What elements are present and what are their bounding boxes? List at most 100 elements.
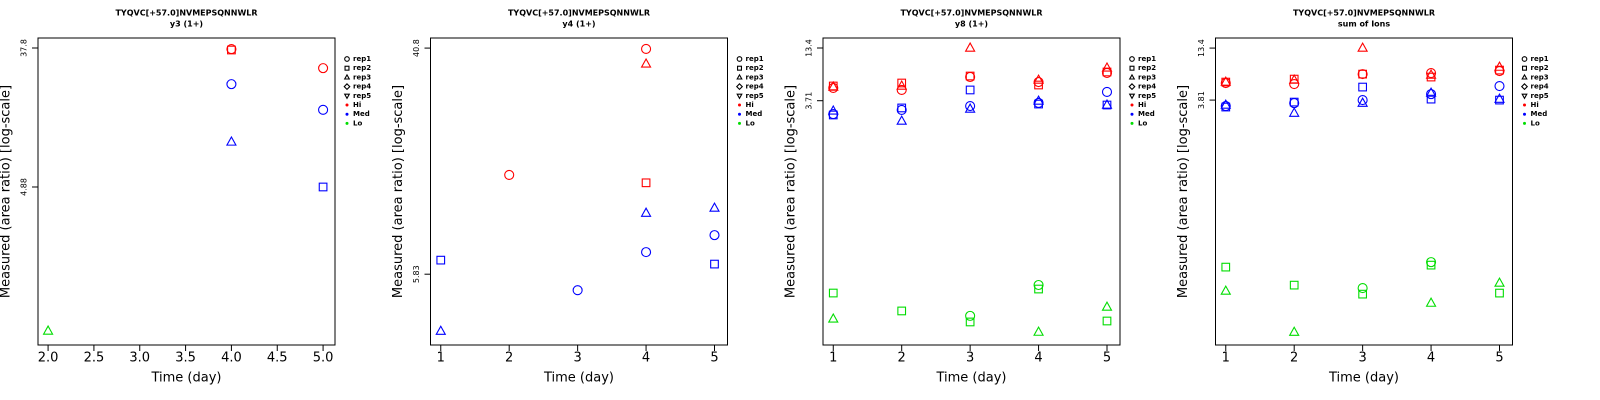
legend-label: rep2 [746,64,764,72]
point [1289,79,1300,90]
legend-symbol [1521,65,1528,71]
chart-subtitle: sum of Ions [1338,20,1391,29]
chart-subtitle: y8 (1+) [955,20,988,29]
point [1425,87,1437,97]
point [504,169,515,180]
y-tick-label: 37.8 [20,39,29,57]
legend-symbol [1129,65,1135,71]
point [640,57,652,68]
legend-label: Lo [353,119,362,127]
legend-dot [1523,112,1526,116]
legend-symbol [343,83,351,91]
point [965,71,975,81]
y-axis-label: Measured (area ratio) [log-scale] [784,85,799,298]
point [828,110,838,120]
legend-label: Lo [1531,119,1540,127]
y-axis-label: Measured (area ratio) [log-scale] [391,85,406,298]
x-tick-label: 2 [505,351,513,366]
x-tick-label: 3.0 [129,351,150,366]
point [709,230,720,241]
point [897,78,907,88]
point [226,79,237,90]
point [1101,300,1113,311]
legend-label: rep4 [746,83,764,91]
legend-label: rep4 [353,83,371,91]
legend-label: Med [746,110,763,118]
legend-symbol [1520,83,1529,91]
point [1425,68,1437,79]
point [710,259,719,269]
point [897,306,907,316]
x-tick-label: 4.0 [221,351,242,366]
x-tick-label: 4 [1034,351,1042,366]
legend-symbol [344,56,350,62]
point [897,103,907,113]
legend-symbol [1521,93,1528,100]
point [896,84,907,96]
legend-dot [345,112,349,116]
x-tick-label: 5 [710,351,718,366]
legend-label: rep2 [1531,64,1549,72]
legend-label: rep5 [1531,92,1549,100]
legend-label: Hi [1138,101,1146,109]
y-tick-label: 5.83 [412,265,421,283]
point [1358,82,1368,92]
point [709,201,720,212]
legend-symbol [736,56,743,62]
point [1220,98,1232,109]
point [965,85,975,95]
x-tick-label: 4.5 [267,351,288,366]
point [965,317,975,327]
point [965,100,976,112]
point [1033,326,1044,336]
legend-symbol [1128,73,1136,80]
legend-symbol [736,73,743,80]
point [1357,97,1369,107]
point [1289,97,1299,107]
legend-symbol [1128,93,1136,100]
legend-label: rep5 [1138,92,1156,100]
legend-label: Med [353,110,370,118]
point [827,80,839,91]
point [1034,80,1043,90]
point [1357,283,1368,294]
chart-subtitle: y3 (1+) [170,20,203,29]
point [827,104,839,115]
point [1426,89,1437,100]
point [964,41,976,52]
x-tick-label: 5.0 [313,351,334,366]
x-tick-label: 2 [1290,351,1298,366]
point [1494,276,1505,287]
y-axis-label: Measured (area ratio) [log-scale] [0,85,14,298]
legend-label: Med [1531,110,1548,118]
x-axis-label: Time (day) [543,371,614,386]
x-axis-label: Time (day) [150,371,221,386]
point [640,207,652,217]
plot-frame [430,37,728,346]
point [965,310,976,321]
y-tick-label: 13.4 [805,39,814,57]
point [1033,76,1044,88]
x-tick-label: 4 [642,351,650,366]
legend-symbol [736,93,743,100]
point [42,324,54,335]
legend-label: rep3 [353,73,371,81]
legend-label: rep4 [1531,83,1549,91]
point [896,79,908,90]
legend-label: Hi [746,101,754,109]
legend-dot [1130,103,1134,107]
legend-label: rep3 [1138,73,1156,81]
point [1101,86,1113,98]
point [828,288,838,298]
x-axis-label: Time (day) [935,371,1006,386]
chart-title: TYQVC[+57.0]NVMEPSQNNWLR [115,9,257,18]
y-tick-label: 3.81 [1197,91,1206,109]
point [227,45,236,55]
point [436,255,446,265]
point [1033,73,1044,84]
point [318,182,328,192]
chart-title: TYQVC[+57.0]NVMEPSQNNWLR [900,9,1042,18]
point [1101,98,1113,109]
legend-symbol [1521,73,1528,80]
